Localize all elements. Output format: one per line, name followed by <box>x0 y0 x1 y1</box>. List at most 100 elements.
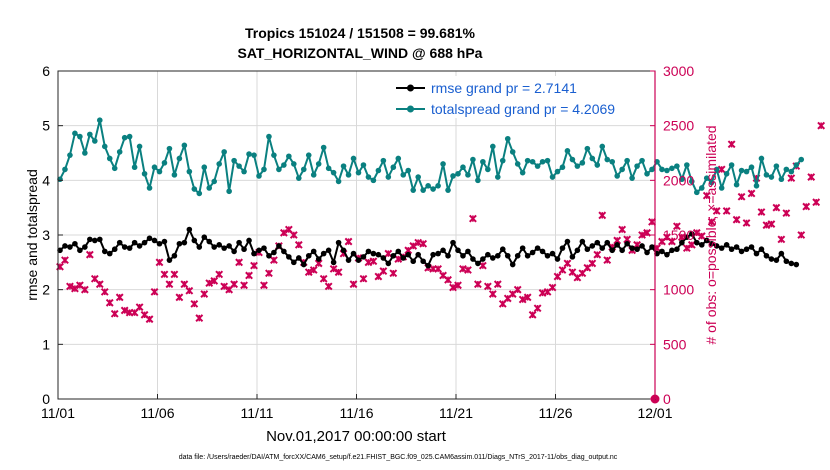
obs-assimilated-point <box>61 256 69 265</box>
totalspread-point <box>315 161 322 167</box>
rmse-point <box>380 255 387 261</box>
totalspread-point <box>793 162 800 168</box>
rmse-point <box>644 249 650 256</box>
obs-assimilated-point <box>464 266 472 274</box>
totalspread-point <box>211 178 218 185</box>
totalspread-point <box>619 166 625 173</box>
totalspread-point <box>151 164 158 171</box>
totalspread-point <box>703 175 710 181</box>
rmse-point <box>549 250 556 257</box>
legend-label-rmse: rmse grand pr = 2.7141 <box>431 80 577 96</box>
totalspread-point <box>644 170 650 177</box>
rmse-point <box>519 245 526 251</box>
totalspread-point <box>390 164 397 171</box>
obs-assimilated-point <box>518 295 527 304</box>
rmse-point <box>420 258 426 265</box>
x-tick-label: 12/01 <box>637 405 672 421</box>
rmse-point <box>325 247 332 254</box>
rmse-point <box>703 237 710 244</box>
totalspread-point <box>420 187 426 193</box>
rmse-point <box>664 251 670 258</box>
obs-assimilated-point <box>334 268 343 277</box>
obs-assimilated-point <box>598 211 607 220</box>
totalspread-point <box>674 163 680 169</box>
rmse-point <box>659 248 665 255</box>
y-tick-label-right: 2500 <box>663 118 694 134</box>
obs-assimilated-point <box>757 208 766 216</box>
rmse-point <box>111 246 118 253</box>
rmse-point <box>708 240 715 247</box>
obs-assimilated-point <box>369 257 378 266</box>
series-totalspread <box>57 117 805 197</box>
totalspread-point <box>171 172 178 178</box>
totalspread-point <box>355 169 362 176</box>
totalspread-point <box>92 138 98 144</box>
totalspread-point <box>624 157 630 164</box>
series-obs-assimilated <box>56 121 826 324</box>
totalspread-point <box>201 164 208 171</box>
rmse-point <box>430 251 436 258</box>
totalspread-point <box>156 168 163 175</box>
rmse-point <box>300 261 307 268</box>
obs-assimilated-point <box>817 121 826 130</box>
rmse-point <box>101 248 108 255</box>
totalspread-point <box>82 150 88 156</box>
obs-assimilated-point <box>185 286 194 295</box>
rmse-point <box>256 247 262 254</box>
rmse-point <box>679 239 685 246</box>
obs-assimilated-point <box>304 268 313 277</box>
rmse-point <box>171 252 178 259</box>
totalspread-point <box>604 156 611 163</box>
rmse-point <box>161 238 168 245</box>
rmse-point <box>684 234 690 240</box>
totalspread-point <box>559 164 566 171</box>
totalspread-point <box>435 183 441 189</box>
obs-assimilated-point <box>115 293 124 302</box>
rmse-point <box>295 255 302 261</box>
x-tick-label: 11/11 <box>241 405 274 421</box>
totalspread-point <box>475 177 481 184</box>
totalspread-point <box>236 163 242 169</box>
obs-assimilated-point <box>558 266 567 274</box>
obs-assimilated-point <box>548 283 557 292</box>
totalspread-point <box>465 172 471 178</box>
obs-assimilated-point <box>389 269 398 278</box>
obs-assimilated-point <box>488 290 497 298</box>
obs-assimilated-point <box>802 202 811 211</box>
x-tick-label: 11/16 <box>340 405 374 421</box>
obs-assimilated-point <box>478 261 487 270</box>
rmse-point <box>305 252 312 259</box>
obs-assimilated-point <box>593 250 602 259</box>
obs-assimilated-point <box>230 280 239 289</box>
rmse-point <box>594 239 601 246</box>
rmse-point <box>251 250 257 257</box>
obs-assimilated-point <box>195 314 204 323</box>
obs-assimilated-point <box>563 259 572 268</box>
totalspread-point <box>335 178 342 185</box>
totalspread-point <box>400 172 407 178</box>
y-tick-label-left: 5 <box>42 118 50 134</box>
totalspread-point <box>176 155 183 162</box>
obs-assimilated-point <box>528 310 537 319</box>
totalspread-point <box>589 155 596 162</box>
obs-assimilated-point <box>777 235 786 244</box>
legend-marker-rmse <box>407 84 414 92</box>
rmse-point <box>196 244 203 250</box>
obs-assimilated-point <box>687 240 696 249</box>
y-tick-label-right: 500 <box>663 336 687 352</box>
totalspread-point <box>504 135 511 142</box>
rmse-point <box>470 256 476 262</box>
rmse-point <box>340 247 347 254</box>
totalspread-point <box>649 166 655 173</box>
totalspread-point <box>509 149 516 155</box>
obs-assimilated-point <box>722 207 731 215</box>
rmse-point <box>221 245 227 251</box>
rmse-point <box>529 249 536 256</box>
totalspread-point <box>221 149 227 155</box>
obs-assimilated-point <box>324 282 333 291</box>
y-tick-label-left: 6 <box>42 63 50 79</box>
obs-assimilated-point <box>742 219 751 227</box>
obs-assimilated-point <box>384 249 393 258</box>
rmse-point <box>698 242 705 248</box>
rmse-point <box>604 239 611 246</box>
